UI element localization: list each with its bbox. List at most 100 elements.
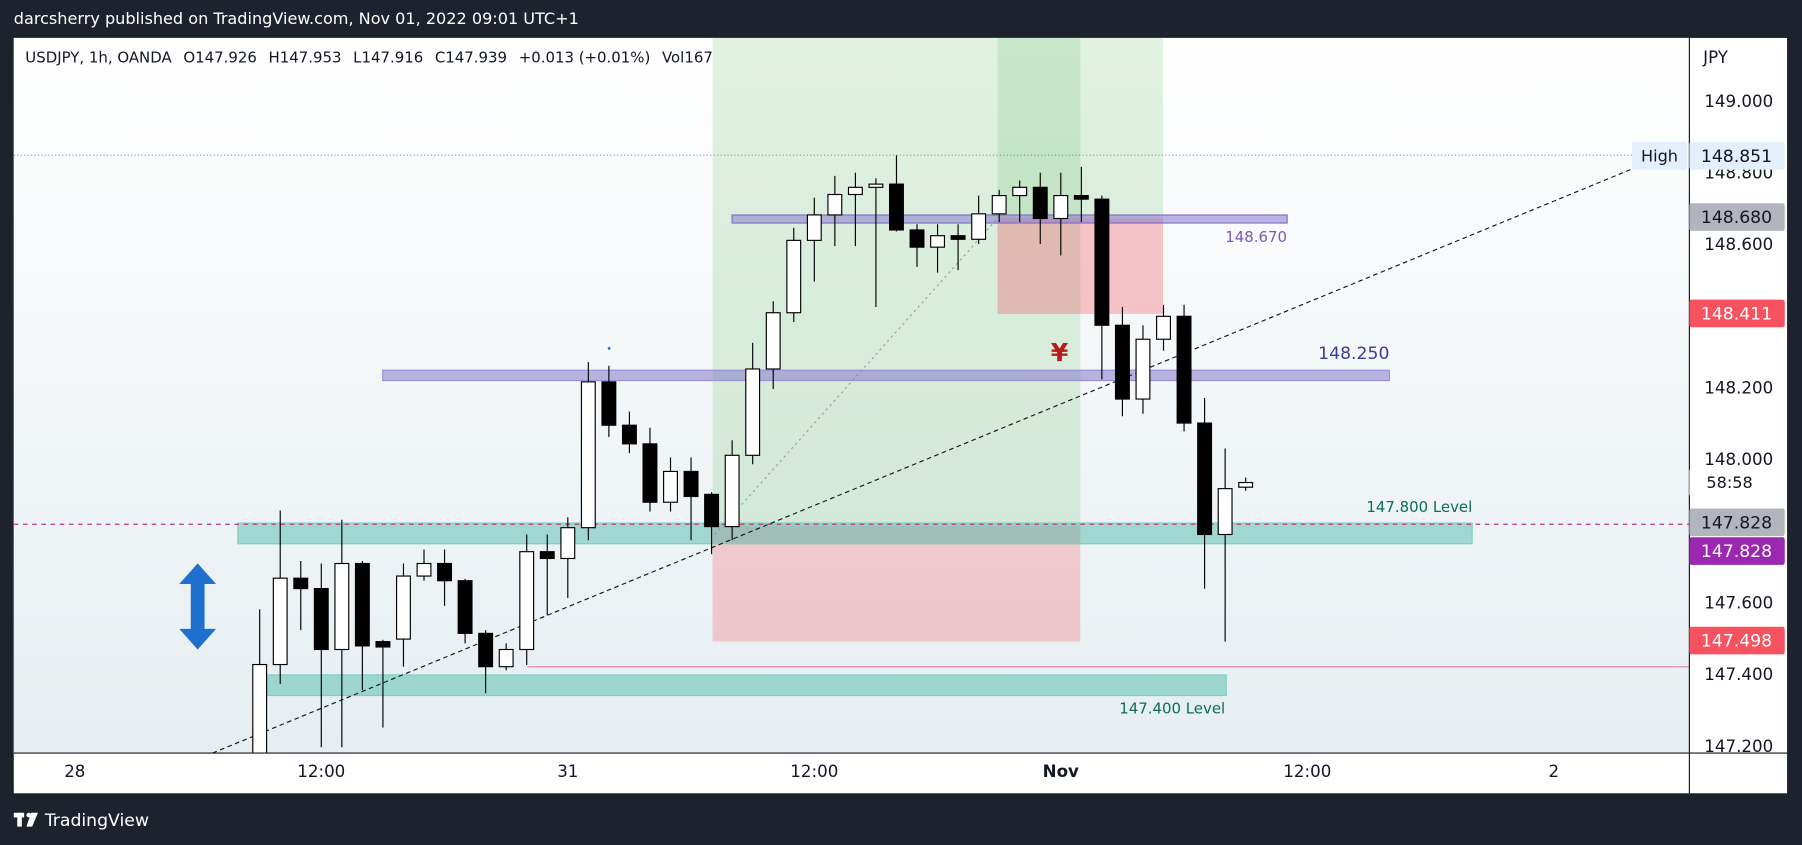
candle-body <box>1135 338 1151 400</box>
price-axis: 149.000148.800148.600148.200148.000147.6… <box>1704 92 1773 753</box>
candle-body <box>745 368 761 456</box>
candle-body <box>786 239 802 314</box>
candle-body <box>601 381 617 426</box>
candle-body <box>498 648 514 668</box>
y-tick-label: 149.000 <box>1704 92 1773 111</box>
candle-body <box>354 562 370 647</box>
candle-body <box>293 577 309 590</box>
candle-body <box>704 493 720 528</box>
y-tick-label: 148.200 <box>1704 379 1773 398</box>
price-badge-label: 148.851 <box>1701 147 1772 167</box>
support-zone <box>237 522 1473 545</box>
zone-label: 147.400 Level <box>1119 699 1225 717</box>
x-tick-label: 12:00 <box>297 762 345 781</box>
x-tick-label: 12:00 <box>1283 762 1331 781</box>
candle-body <box>1012 186 1028 197</box>
candle-body <box>950 235 966 240</box>
candle-body <box>1032 186 1048 220</box>
candle-body <box>437 562 453 582</box>
marker-dot <box>607 346 611 350</box>
resistance-zone <box>382 369 1390 382</box>
candle-body <box>560 527 576 560</box>
price-badge <box>1689 537 1785 565</box>
price-badge-label: 148.680 <box>1701 208 1772 228</box>
price-tag-label: High <box>1641 146 1678 165</box>
low-value: L147.916 <box>353 49 423 67</box>
y-tick-label: 147.400 <box>1704 665 1773 684</box>
candle-body <box>1073 194 1089 200</box>
currency: JPY <box>1702 48 1729 67</box>
candle-body <box>1217 488 1233 536</box>
price-badge-label: 147.498 <box>1701 632 1772 652</box>
candle-body <box>1156 315 1171 340</box>
candle-body <box>827 193 843 216</box>
x-tick-label: 28 <box>64 762 85 781</box>
candle-body <box>847 186 863 196</box>
time-axis: 28 12:00 31 12:00 Nov 12:00 2 <box>64 762 1559 781</box>
yen-symbol: ¥ <box>1051 338 1069 367</box>
candle-body <box>930 235 946 248</box>
double-arrow-icon <box>179 563 217 650</box>
candle-body <box>395 575 411 640</box>
candle-body <box>252 663 268 754</box>
price-pane <box>13 37 1690 754</box>
high-value: H147.953 <box>269 49 342 67</box>
position-stop <box>712 526 1081 642</box>
price-badge <box>1689 626 1785 655</box>
candle-body <box>971 213 987 240</box>
x-tick-label: 31 <box>557 762 578 781</box>
volume-value: Vol167 <box>662 49 713 67</box>
position-path <box>714 218 998 535</box>
candle-body <box>272 577 288 666</box>
candle-body <box>416 562 432 577</box>
candle-body <box>991 194 1007 215</box>
position-stop <box>997 218 1164 314</box>
close-value: C147.939 <box>435 49 507 67</box>
candle-body <box>519 551 535 651</box>
candle-body <box>1114 324 1130 400</box>
countdown: 58:58 <box>1706 473 1752 492</box>
candle-body <box>580 381 596 529</box>
candle-body <box>457 580 473 634</box>
candles <box>252 155 1254 754</box>
open-value: O147.926 <box>183 49 257 67</box>
resistance-zone <box>731 214 1288 224</box>
candle-body <box>806 214 822 241</box>
candle-body <box>909 229 925 248</box>
brand-logo <box>13 812 38 827</box>
price-tag <box>1631 142 1688 170</box>
candle-body <box>1197 422 1213 536</box>
zone-label: 147.800 Level <box>1366 498 1472 516</box>
price-badge-label: 147.828 <box>1701 513 1772 533</box>
candle-body <box>375 641 391 648</box>
x-tick-label: 12:00 <box>790 762 838 781</box>
candle-body <box>724 454 740 528</box>
zone-label: 148.670 <box>1225 228 1287 246</box>
y-tick-label: 147.600 <box>1704 593 1773 612</box>
candle-body <box>1053 194 1069 220</box>
y-tick-label: 148.000 <box>1704 450 1773 469</box>
y-tick-label: 148.600 <box>1704 235 1773 254</box>
candle-body <box>868 183 884 188</box>
candle-body <box>663 470 678 503</box>
price-badge-label: 148.411 <box>1701 305 1772 325</box>
countdown-badge <box>1689 469 1785 496</box>
candle-body <box>334 562 350 651</box>
publisher-line: darcsherry published on TradingView.com,… <box>14 9 579 28</box>
candle-body <box>642 443 658 503</box>
candle-body <box>683 470 699 498</box>
trend-line <box>212 168 1633 754</box>
position-target <box>712 37 1081 527</box>
candle-body <box>313 588 329 651</box>
price-badge <box>1689 299 1785 328</box>
candle-body <box>621 424 637 445</box>
candle-body <box>539 551 555 560</box>
pane-layer: 148.670 148.250 147.800 Level 147.400 Le… <box>13 37 1690 754</box>
candle-body <box>1176 315 1192 424</box>
candle-body <box>1094 198 1110 326</box>
legend: USDJPY, 1h, OANDA O147.926 H147.953 L147… <box>25 49 713 67</box>
price-badge-label: 147.828 <box>1701 542 1772 562</box>
price-badge <box>1689 142 1785 170</box>
price-badge <box>1689 203 1785 231</box>
